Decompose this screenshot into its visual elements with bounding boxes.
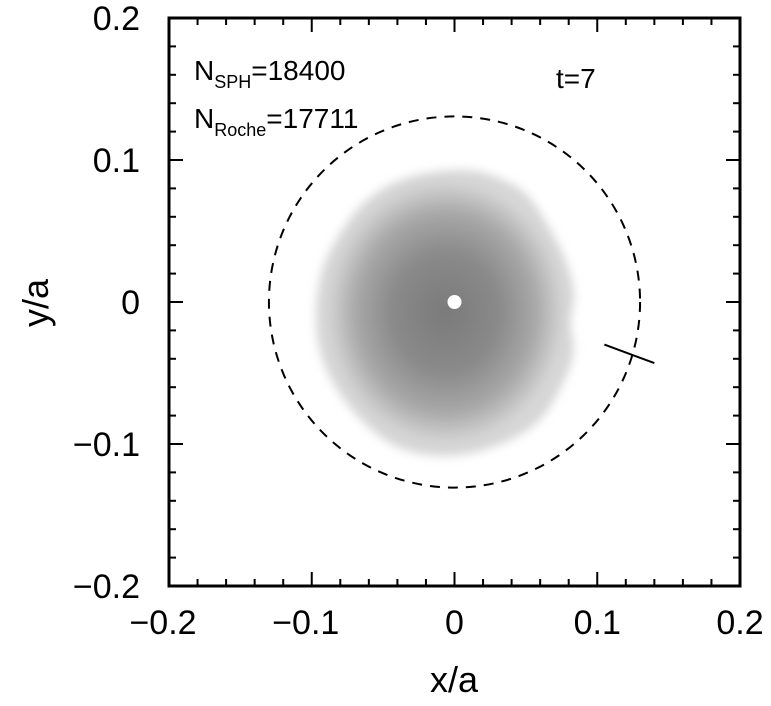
axis-ticks [168,17,741,587]
y-tick-label: 0.2 [93,0,140,38]
n-roche-annotation: NRoche=17711 [194,103,358,140]
l1-point-marker [604,343,655,364]
central-star [447,295,462,309]
y-tick-label: 0 [121,284,140,322]
accretion-disk [325,179,566,446]
y-tick-label: −0.1 [73,426,140,464]
n-sph-annotation: NSPH=18400 [194,55,345,92]
y-tick-label: −0.2 [73,568,140,606]
axis-tick-labels: −0.2 −0.1 0 0.1 0.2 −0.2 −0.1 0 0.1 0.2 [73,0,764,642]
x-tick-label: −0.2 [129,604,196,642]
x-tick-label: 0.2 [716,604,763,642]
y-axis-label: y/a [15,278,56,327]
x-tick-label: 0 [445,604,464,642]
time-annotation: t=7 [556,63,596,94]
x-axis-label: x/a [430,659,479,700]
x-tick-label: −0.1 [272,604,339,642]
x-tick-label: 0.1 [574,604,621,642]
plot-area [267,115,655,489]
roche-lobe-circle [267,115,642,489]
y-tick-label: 0.1 [93,142,140,180]
